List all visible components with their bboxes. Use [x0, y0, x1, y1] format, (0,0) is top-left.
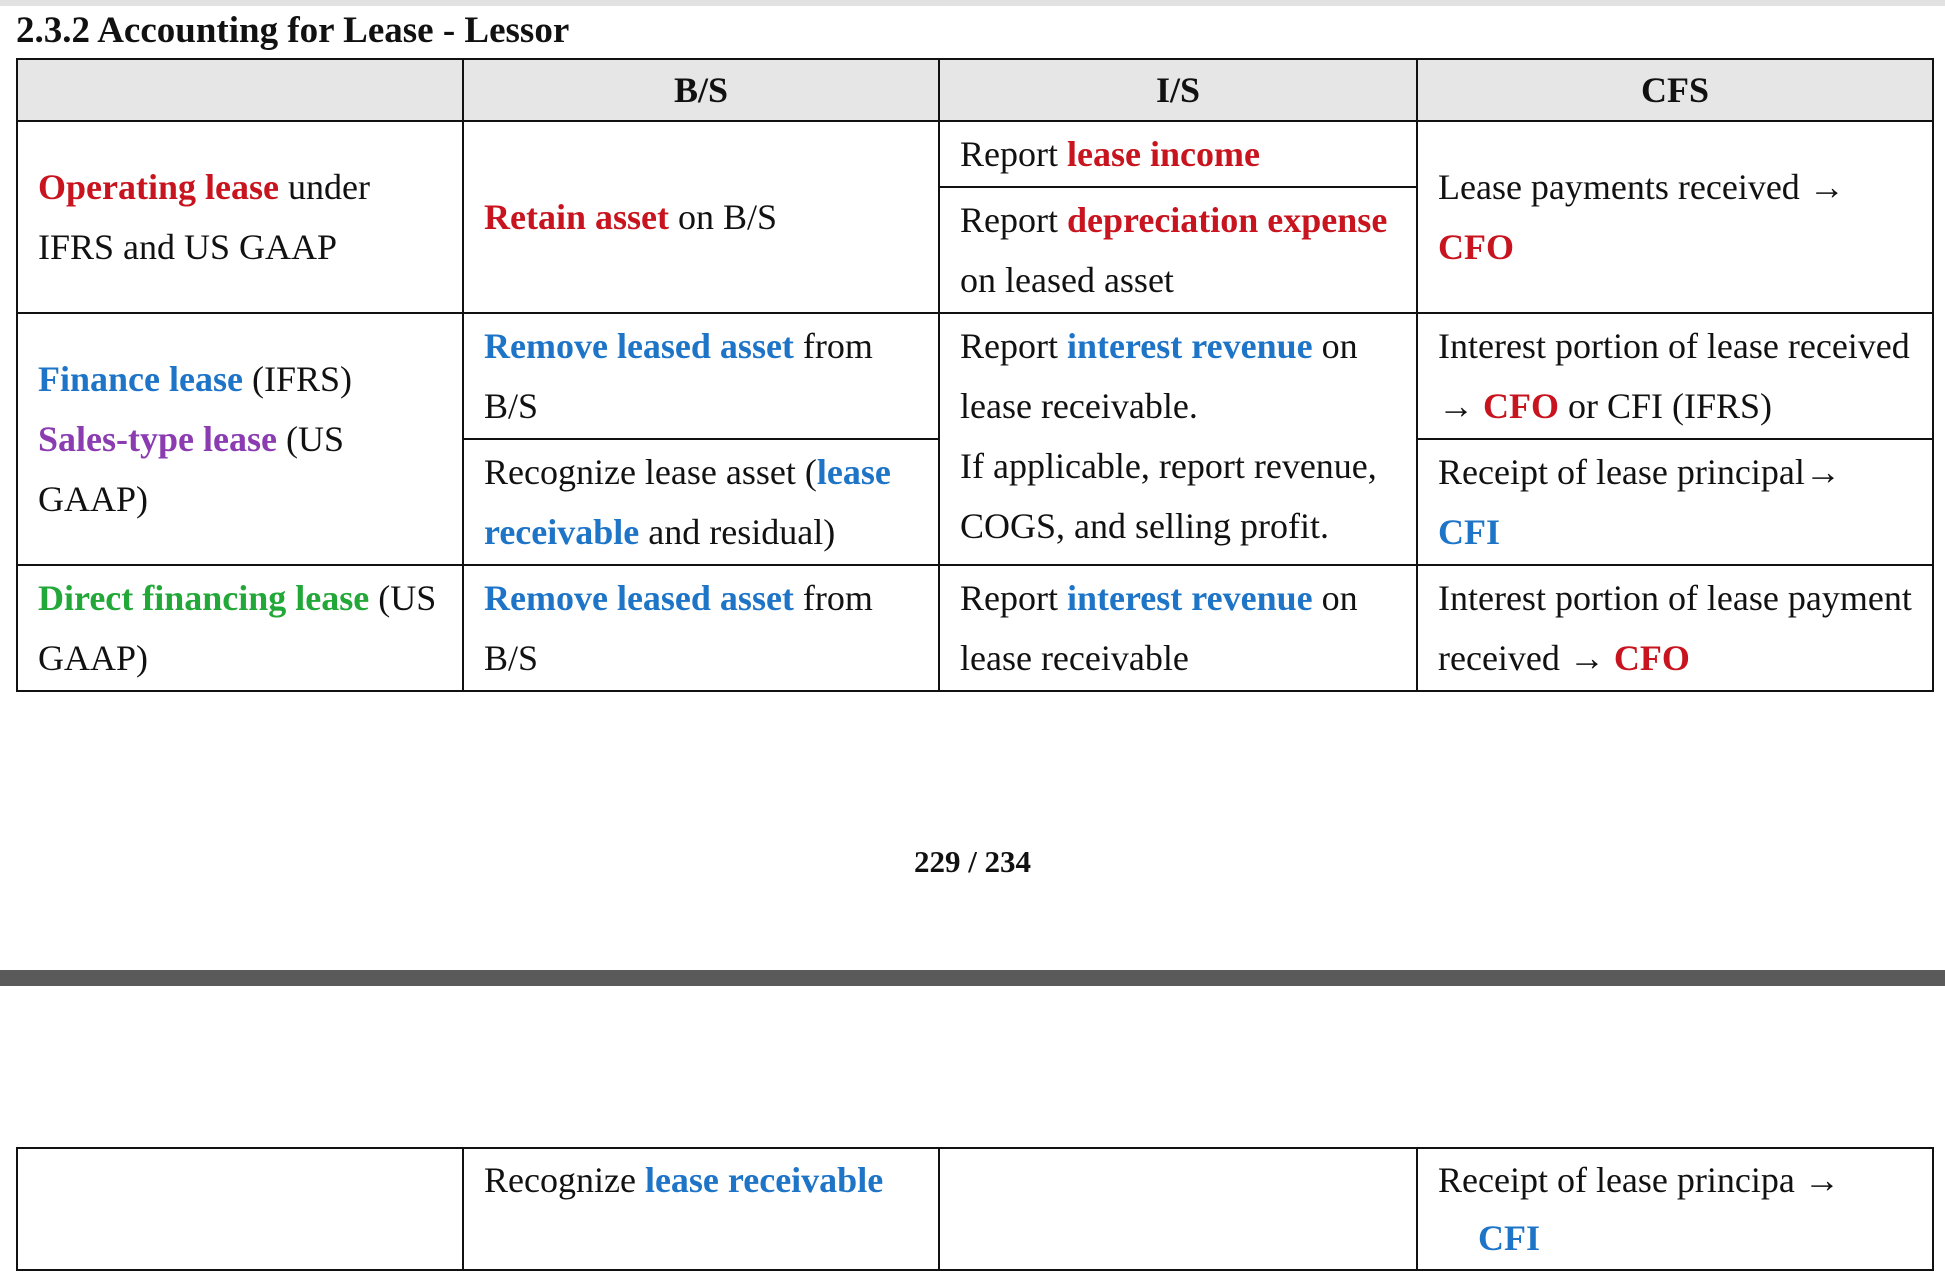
next-page-blank-cell	[16, 1147, 464, 1271]
finance-lease-cfs-interest: Interest portion of lease received → CFO…	[1416, 312, 1934, 440]
header-is: I/S	[938, 58, 1418, 122]
header-blank-cell	[16, 58, 464, 122]
table-row: Recognize lease receivable Receipt of le…	[16, 1147, 1934, 1271]
finance-lease-label: Finance lease (IFRS) Sales-type lease (US…	[16, 312, 464, 566]
table-row: Direct financing lease (US GAAP) Remove …	[16, 564, 1934, 692]
operating-lease-cfs: Lease payments received → CFO	[1416, 120, 1934, 314]
direct-financing-lease-label: Direct financing lease (US GAAP)	[16, 564, 464, 692]
finance-lease-bs-remove: Remove leased asset from B/S	[462, 312, 940, 440]
lessor-lease-table: B/S I/S CFS Operating lease under IFRS a…	[16, 58, 1934, 692]
next-page-bs: Recognize lease receivable	[462, 1147, 940, 1271]
table-header-row: B/S I/S CFS	[16, 58, 1934, 122]
next-page-is	[938, 1147, 1418, 1271]
operating-lease-is-income: Report lease income	[938, 120, 1418, 188]
next-page-cfs: Receipt of lease principa → CFI	[1416, 1147, 1934, 1271]
header-cfs: CFS	[1416, 58, 1934, 122]
section-title: 2.3.2 Accounting for Lease - Lessor	[16, 10, 570, 51]
header-bs: B/S	[462, 58, 940, 122]
finance-lease-cfs-principal: Receipt of lease principal→ CFI	[1416, 438, 1934, 566]
direct-financing-lease-bs: Remove leased asset from B/S	[462, 564, 940, 692]
table-row: Finance lease (IFRS) Sales-type lease (US…	[16, 312, 1934, 566]
direct-financing-lease-cfs: Interest portion of lease payment receiv…	[1416, 564, 1934, 692]
next-page-table: Recognize lease receivable Receipt of le…	[16, 1147, 1934, 1271]
page-number: 229 / 234	[913, 844, 1032, 879]
finance-lease-bs-recognize: Recognize lease asset (lease receivable …	[462, 438, 940, 566]
operating-lease-is-depreciation: Report depreciation expense on leased as…	[938, 186, 1418, 314]
page-break-divider	[0, 970, 1945, 986]
table-row: Recognize lease asset (lease receivable …	[17, 438, 1934, 566]
operating-lease-label: Operating lease under IFRS and US GAAP	[16, 120, 464, 314]
direct-financing-lease-is: Report interest revenue on lease receiva…	[938, 564, 1418, 692]
finance-lease-is: Report interest revenue on lease receiva…	[938, 312, 1418, 566]
operating-lease-bs: Retain asset on B/S	[462, 120, 940, 314]
viewer-top-strip	[0, 0, 1945, 6]
table-row: Operating lease under IFRS and US GAAP R…	[16, 120, 1934, 314]
table-row: Report depreciation expense on leased as…	[17, 186, 1933, 314]
